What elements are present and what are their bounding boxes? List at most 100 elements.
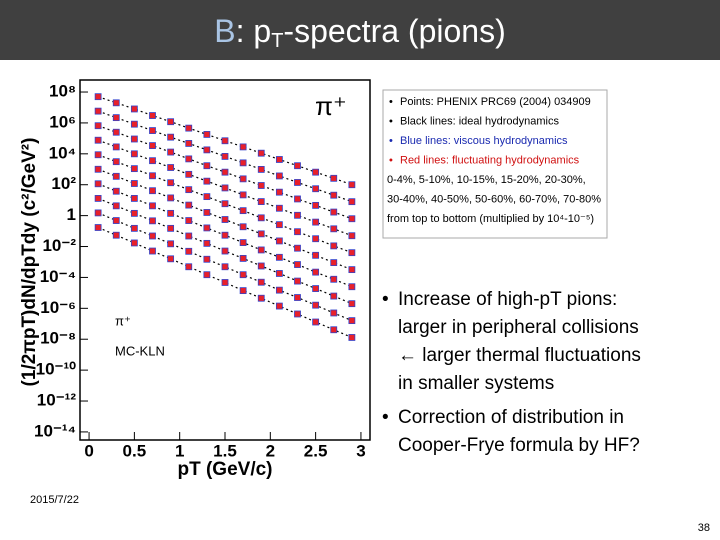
data-point — [257, 230, 265, 238]
data-point — [294, 294, 301, 301]
data-point — [221, 168, 229, 176]
data-point — [275, 221, 283, 229]
data-point — [185, 124, 193, 132]
data-point — [312, 185, 320, 193]
legend-bullet: • — [389, 96, 393, 108]
title-part: -spectra (pions) — [283, 13, 505, 49]
y-tick-label: 10² — [51, 174, 76, 193]
data-point — [94, 122, 102, 130]
data-point — [94, 195, 102, 202]
data-point — [294, 162, 301, 170]
data-point — [149, 232, 156, 240]
data-point — [239, 255, 247, 262]
data-point — [130, 209, 138, 217]
y-axis-label: (1/2πpT)dN/dpTdy (c²/GeV²) — [19, 138, 40, 387]
data-point — [221, 247, 229, 255]
data-point — [221, 231, 229, 239]
legend-bullet: • — [389, 154, 393, 166]
data-point — [185, 217, 193, 224]
data-point — [221, 279, 229, 286]
legend-line: Points: PHENIX PRC69 (2004) 034909 — [400, 96, 591, 108]
data-point — [167, 118, 175, 126]
y-tick-label: 10⁻⁴ — [40, 267, 76, 286]
title-part: B — [214, 13, 235, 49]
y-tick-label: 10⁻¹⁴ — [34, 421, 76, 440]
y-tick-label: 10⁶ — [49, 112, 76, 131]
hydro-line — [97, 226, 353, 339]
data-point — [312, 301, 320, 309]
data-point — [312, 168, 320, 176]
data-point — [130, 135, 138, 143]
title-part: : p — [236, 13, 272, 49]
data-point — [257, 149, 265, 157]
data-point — [348, 266, 356, 274]
data-point — [312, 251, 320, 259]
data-point — [239, 159, 247, 167]
data-point — [312, 268, 320, 276]
data-point — [348, 232, 356, 240]
title-part: T — [271, 30, 283, 52]
data-point — [149, 187, 156, 195]
data-point — [130, 239, 138, 247]
bullet-line: Correction of distribution in — [398, 407, 624, 428]
data-point — [149, 172, 156, 180]
data-point — [203, 146, 211, 154]
x-axis-label: pT (GeV/c) — [177, 459, 272, 480]
data-point — [94, 151, 102, 159]
x-tick-label: 2.5 — [304, 441, 328, 460]
data-point — [185, 186, 193, 194]
data-point — [348, 334, 356, 341]
data-point — [185, 155, 193, 163]
data-point — [312, 285, 320, 292]
bullet-line: larger in peripheral collisions — [398, 317, 639, 338]
data-point — [330, 208, 338, 216]
data-point — [94, 180, 102, 188]
data-point — [112, 231, 120, 239]
data-point — [203, 209, 211, 216]
data-point — [203, 162, 211, 170]
data-point — [294, 211, 301, 219]
data-point — [149, 142, 156, 150]
data-point — [112, 128, 120, 136]
data-point — [130, 150, 138, 158]
data-point — [167, 194, 175, 202]
annotation: π⁺ — [315, 91, 347, 121]
data-point — [94, 107, 102, 115]
data-point — [330, 242, 338, 250]
data-point — [112, 143, 120, 151]
legend-box — [382, 89, 608, 239]
data-point — [330, 174, 338, 182]
data-point — [167, 179, 175, 187]
data-point — [348, 317, 356, 325]
data-point — [275, 188, 283, 196]
data-point — [312, 235, 320, 243]
data-point — [185, 170, 193, 178]
data-point — [203, 239, 211, 247]
annotation: π⁺ — [115, 313, 131, 328]
y-tick-label: 10⁸ — [49, 82, 76, 101]
legend-bullet: • — [389, 135, 393, 147]
data-point — [112, 158, 120, 166]
data-point — [348, 249, 356, 257]
x-tick-label: 0 — [84, 441, 93, 460]
data-point — [257, 262, 265, 270]
data-point — [257, 294, 265, 302]
y-tick-label: 10⁻² — [42, 236, 76, 255]
data-point — [221, 184, 229, 192]
data-point — [203, 177, 211, 185]
data-point — [167, 209, 175, 217]
data-point — [203, 224, 211, 232]
legend-line: Red lines: fluctuating hydrodynamics — [400, 154, 580, 166]
data-point — [94, 209, 102, 217]
page-number: 38 — [698, 522, 710, 534]
bullet-line: in smaller systems — [398, 373, 554, 394]
data-point — [330, 292, 338, 300]
data-point — [257, 214, 265, 222]
data-point — [275, 253, 283, 261]
data-point — [275, 156, 283, 163]
data-point — [94, 136, 102, 144]
data-point — [330, 259, 338, 267]
bullet-dot: • — [382, 289, 389, 310]
hydro-line — [97, 212, 353, 322]
